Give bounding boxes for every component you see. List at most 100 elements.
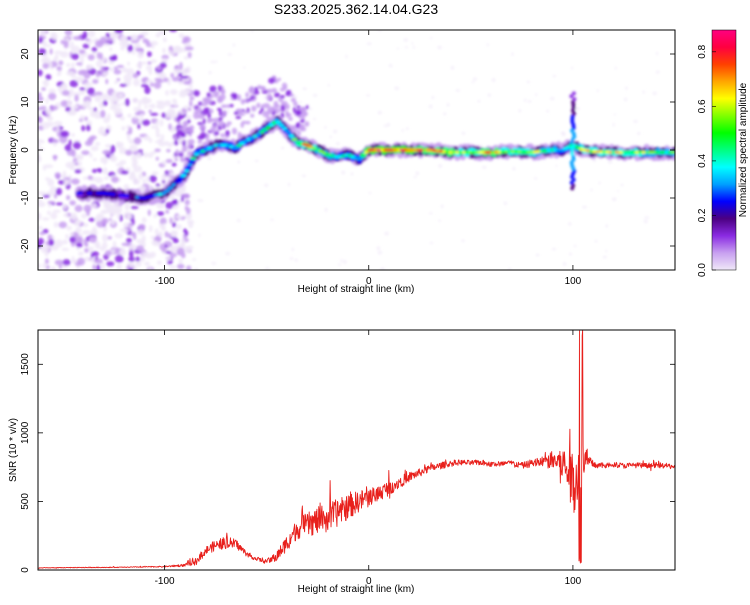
noise-blob: [62, 170, 67, 177]
noise-blob: [592, 159, 597, 162]
noise-blob: [95, 243, 101, 250]
noise-blob: [244, 120, 251, 125]
noise-blob: [166, 148, 171, 153]
noise-blob: [123, 222, 129, 228]
spike-blob: [572, 97, 577, 102]
noise-blob: [56, 66, 62, 71]
noise-blob: [376, 246, 381, 251]
noise-blob: [481, 165, 487, 169]
noise-blob: [642, 90, 645, 94]
noise-blob: [54, 50, 63, 55]
noise-blob: [116, 64, 125, 69]
noise-blob: [94, 91, 103, 96]
noise-blob: [149, 175, 157, 183]
noise-blob: [185, 115, 192, 120]
spectrogram-x-ticks: -100 0 100: [155, 30, 582, 287]
noise-blob: [302, 87, 307, 91]
noise-blob: [121, 170, 129, 175]
noise-blob: [172, 205, 179, 210]
noise-blob: [291, 247, 295, 252]
noise-blob: [38, 143, 42, 147]
noise-blob: [210, 60, 216, 64]
noise-blob: [132, 72, 139, 79]
noise-blob: [105, 32, 111, 38]
noise-blob: [145, 79, 154, 84]
noise-blob: [224, 123, 230, 128]
noise-blob: [199, 132, 207, 139]
noise-blob: [168, 50, 176, 56]
noise-blob: [74, 219, 82, 227]
noise-blob: [119, 83, 128, 87]
noise-blob: [92, 226, 97, 235]
noise-blob: [205, 136, 210, 142]
noise-blob: [135, 256, 141, 262]
noise-blob: [110, 249, 116, 254]
noise-blob: [411, 42, 414, 45]
noise-blob: [412, 45, 415, 49]
noise-blob: [185, 212, 192, 220]
noise-blob: [44, 164, 54, 169]
noise-blob: [45, 97, 49, 105]
noise-blob: [75, 76, 85, 83]
noise-blob: [582, 205, 588, 209]
ridge-peak: [236, 143, 242, 148]
noise-blob: [102, 72, 109, 76]
ridge-peak: [252, 134, 258, 138]
noise-blob: [184, 199, 190, 206]
noise-blob: [148, 225, 153, 233]
noise-blob: [101, 209, 107, 214]
spike-blob: [571, 91, 576, 96]
noise-blob: [415, 171, 420, 176]
spike-blob: [570, 120, 575, 125]
noise-blob: [55, 202, 64, 206]
noise-blob: [83, 176, 89, 180]
noise-blob: [394, 86, 400, 90]
noise-blob: [153, 213, 157, 218]
noise-blob: [253, 90, 260, 95]
noise-blob: [340, 259, 343, 263]
noise-blob: [144, 86, 151, 95]
noise-blob: [114, 80, 119, 85]
snr-y-ticks: 0 500 1000 1500: [20, 353, 675, 573]
noise-blob: [79, 115, 85, 122]
noise-blob: [297, 130, 302, 136]
noise-blob: [109, 153, 115, 161]
ridge-peak: [268, 123, 275, 127]
noise-blob: [95, 40, 104, 48]
noise-blob: [45, 74, 52, 80]
ridge-peak: [265, 125, 271, 129]
noise-blob: [214, 60, 218, 63]
noise-blob: [105, 78, 109, 85]
noise-blob: [102, 233, 108, 242]
noise-blob: [128, 244, 137, 250]
noise-blob: [84, 248, 89, 253]
spike-blob: [569, 160, 574, 165]
noise-blob: [280, 104, 285, 112]
noise-blob: [45, 108, 52, 115]
noise-blob: [147, 51, 152, 57]
colorbar-gradient: [711, 29, 737, 271]
ridge-peak: [171, 183, 176, 187]
noise-blob: [63, 203, 68, 210]
noise-blob: [39, 231, 46, 236]
spike-blob: [571, 125, 576, 130]
noise-blob: [178, 33, 185, 39]
spectrogram-y-tick-label: 0: [20, 147, 31, 153]
noise-blob: [277, 77, 281, 82]
noise-blob: [143, 152, 148, 158]
noise-blob: [271, 88, 278, 93]
noise-blob: [60, 39, 65, 45]
noise-blob: [235, 115, 242, 120]
noise-blob: [155, 100, 165, 105]
noise-blob: [555, 164, 558, 168]
noise-blob: [187, 107, 192, 112]
noise-blob: [69, 236, 76, 243]
noise-blob: [366, 94, 371, 97]
noise-blob: [188, 100, 193, 107]
noise-blob: [149, 112, 159, 116]
ridge-peak: [145, 195, 150, 199]
noise-blob: [38, 237, 45, 245]
noise-blob: [294, 258, 298, 262]
noise-blob: [526, 80, 530, 84]
noise-blob: [568, 222, 572, 226]
